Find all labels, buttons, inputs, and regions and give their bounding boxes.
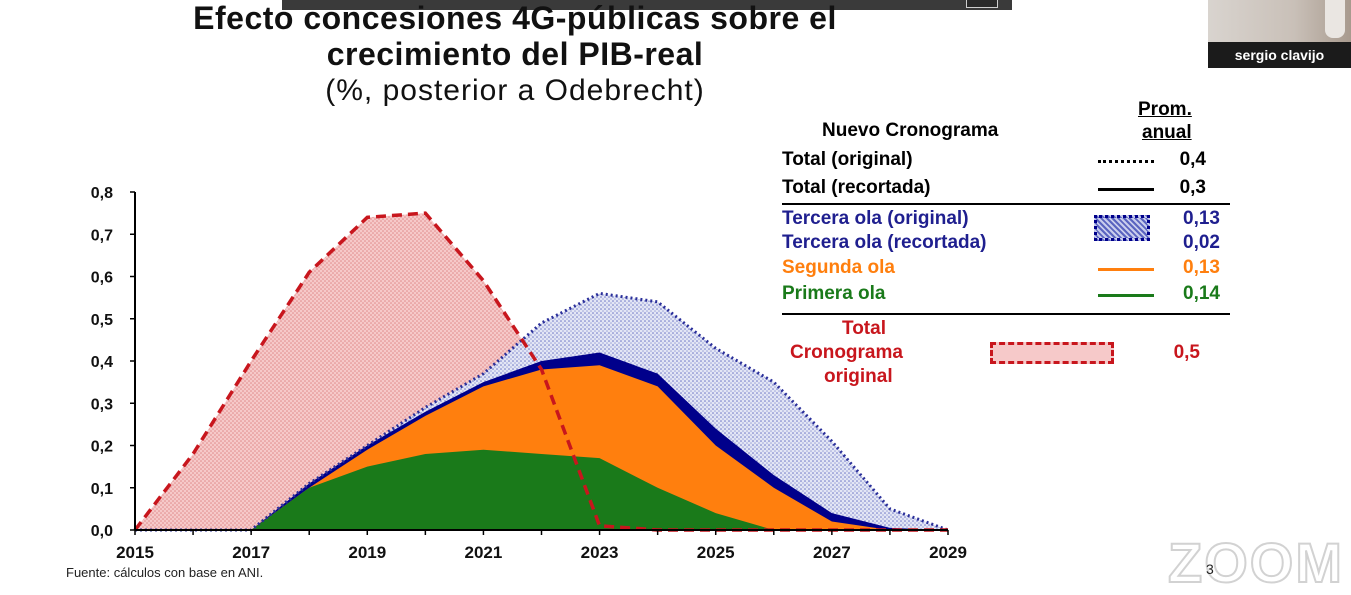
y-tick-label: 0,5 [91,312,113,329]
legend-swatch-segunda-ola [1098,268,1154,271]
legend-divider-bottom [782,313,1230,315]
x-tick-label: 2021 [465,543,503,562]
chart-title-line1: Efecto concesiones 4G-públicas sobre el [193,0,837,36]
legend-label-total-cronograma-1: Total [842,318,886,339]
legend-label-total-cronograma-3: original [824,366,893,387]
x-tick-label: 2015 [116,543,154,562]
legend-label-tercera-recortada: Tercera ola (recortada) [782,232,987,253]
legend-swatch-total-original [1098,160,1154,163]
y-tick-label: 0,6 [91,270,113,287]
legend-label-total-original: Total (original) [782,149,913,170]
area-primera-ola [135,449,948,530]
legend-value-tercera-recortada: 0,02 [1183,232,1220,253]
legend-label-segunda-ola: Segunda ola [782,257,895,278]
line-total-original [135,291,949,532]
legend-heading: Nuevo Cronograma [822,120,999,141]
legend-value-primera-ola: 0,14 [1183,283,1220,304]
y-tick-label: 0,1 [91,481,113,498]
legend-swatch-total-cronograma [990,342,1114,364]
x-tick-label: 2029 [929,543,967,562]
legend-divider-top [782,203,1230,205]
participant-name-label: sergio clavijo [1208,42,1351,68]
legend-value-tercera-original: 0,13 [1183,208,1220,229]
legend-value-total-recortada: 0,3 [1179,177,1206,198]
area-chart: 0,0 0,1 0,2 0,3 0,4 0,5 0,6 0,7 0,8 2015 2017 2019 2… [91,185,967,562]
y-tick-label: 0,3 [91,396,113,413]
legend-value-segunda-ola: 0,13 [1183,257,1220,278]
chart-subtitle: (%, posterior a Odebrecht) [325,74,705,107]
legend-label-tercera-original: Tercera ola (original) [782,208,969,229]
legend-label-total-recortada: Total (recortada) [782,177,931,198]
y-tick-label: 0,2 [91,439,113,456]
legend-swatch-tercera-ola [1094,215,1150,241]
participant-video-image [1325,0,1345,38]
participant-video-tile[interactable]: sergio clavijo [1208,0,1351,68]
legend-swatch-primera-ola [1098,294,1154,297]
legend-value-total-cronograma: 0,5 [1173,342,1200,363]
page-number: 3 [1206,561,1214,577]
y-tick-label: 0,8 [91,185,113,202]
chart-title-line2: crecimiento del PIB-real [326,36,704,72]
x-tick-label: 2027 [813,543,851,562]
zoom-watermark: ZOOM [1167,530,1344,595]
y-tick-label: 0,0 [91,523,113,540]
x-tick-label: 2017 [232,543,270,562]
legend-prom-heading-1: Prom. [1138,99,1192,120]
y-tick-label: 0,7 [91,227,113,244]
legend-label-primera-ola: Primera ola [782,283,886,304]
legend-label-total-cronograma-2: Cronograma [790,342,903,363]
legend-swatch-total-recortada [1098,188,1154,191]
source-note: Fuente: cálculos con base en ANI. [66,565,264,580]
x-tick-label: 2025 [697,543,735,562]
legend-prom-heading-2: anual [1142,122,1192,143]
x-tick-label: 2019 [348,543,386,562]
legend-value-total-original: 0,4 [1179,149,1206,170]
meeting-bar-handle[interactable] [966,0,998,8]
y-tick-label: 0,4 [91,354,113,371]
meeting-top-bar [282,0,1012,10]
x-tick-label: 2023 [581,543,619,562]
